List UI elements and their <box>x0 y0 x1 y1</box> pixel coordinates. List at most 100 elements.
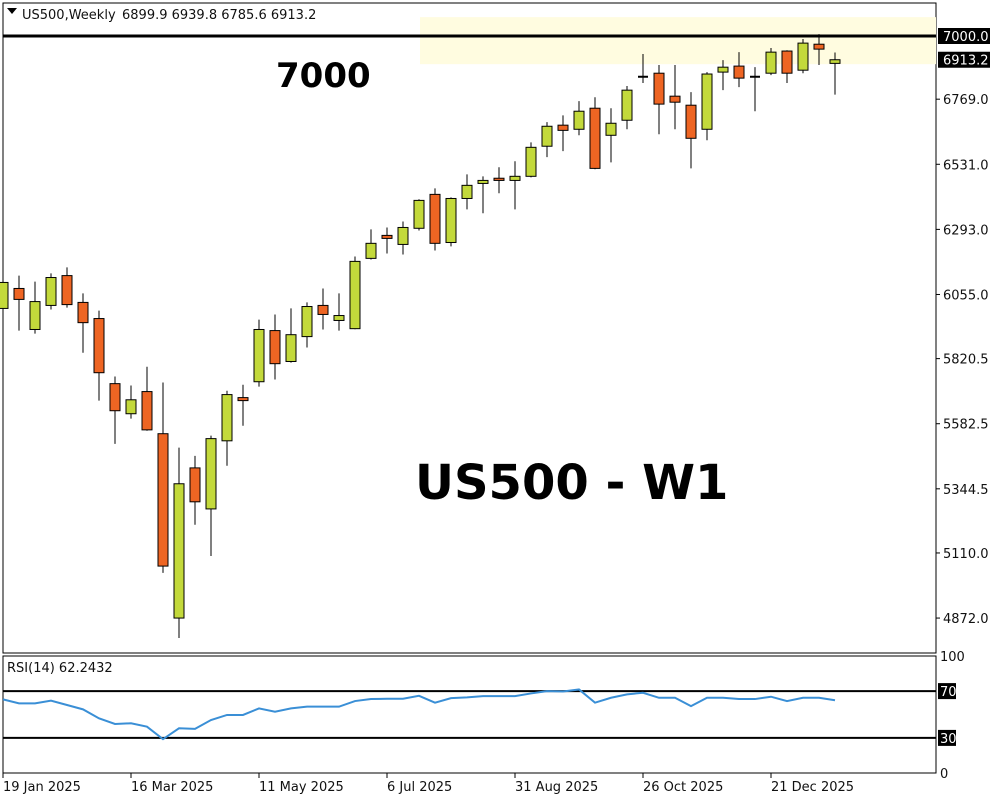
price-tick-label: 6055.0 <box>943 288 989 303</box>
candle-body-bear <box>733 65 745 79</box>
candle <box>29 281 41 334</box>
candle-body-bull <box>29 301 41 330</box>
candle-body-bull <box>45 277 57 306</box>
chart-header-ohlc: 6899.9 6939.8 6785.6 6913.2 <box>122 8 316 23</box>
candle-body-bull <box>621 89 633 121</box>
candle-body-bull <box>349 260 361 330</box>
price-tick-label: 6531.0 <box>943 158 989 173</box>
candle-body-bear <box>493 177 505 181</box>
candle-body-bull <box>205 438 217 510</box>
annotation-title: US500 - W1 <box>415 455 728 511</box>
candle <box>13 275 25 331</box>
candle <box>397 221 409 255</box>
resistance-zone <box>420 17 936 65</box>
candle <box>573 101 585 136</box>
candle <box>477 176 489 214</box>
candle <box>750 67 760 112</box>
date-tick-label: 21 Dec 2025 <box>771 780 854 795</box>
candle <box>621 86 633 130</box>
candle <box>253 319 265 387</box>
annotation-7000: 7000 <box>276 56 371 96</box>
candle-body-bull <box>0 281 9 309</box>
candle <box>413 199 425 231</box>
candle-body-bull <box>765 51 777 74</box>
candle-body-bear <box>317 304 329 315</box>
main-panel[interactable] <box>2 2 937 654</box>
candle-body-bear <box>109 383 121 412</box>
candle-body-bull <box>829 59 841 64</box>
price-tick-label: 5344.5 <box>943 483 989 498</box>
candle <box>141 366 153 431</box>
candle <box>221 390 233 466</box>
candle-body-bull <box>525 146 537 177</box>
candle <box>509 161 521 210</box>
candle <box>285 308 297 363</box>
candle-body-bear <box>61 275 73 306</box>
candle <box>269 314 281 380</box>
candle <box>733 52 745 88</box>
candle <box>653 64 665 135</box>
candle-body-bear <box>781 50 793 74</box>
rsi-panel[interactable] <box>2 655 937 774</box>
candle-body-bear <box>141 391 153 431</box>
candle-body-bull <box>173 483 185 619</box>
candle-body-bull <box>125 399 137 415</box>
rsi-line <box>2 688 836 741</box>
candle-body-bear <box>685 104 697 139</box>
price-label-box <box>938 51 990 68</box>
candle <box>525 142 537 178</box>
dropdown-triangle-icon[interactable] <box>7 8 17 14</box>
candle <box>813 34 825 65</box>
candle <box>797 39 809 74</box>
candle <box>638 54 648 84</box>
candle-body-bull <box>605 122 617 136</box>
candle <box>301 302 313 348</box>
candle-body-bear <box>429 193 441 244</box>
candle-body-bull <box>301 306 313 338</box>
candle <box>589 97 601 170</box>
candle-body-bull <box>509 175 521 181</box>
candle <box>317 288 329 330</box>
candle-body-bear <box>589 107 601 169</box>
candle <box>349 256 361 330</box>
candle-body-bull <box>397 226 409 245</box>
rsi-tick-label: 0 <box>940 767 948 782</box>
price-tick-label: 6293.0 <box>943 223 989 238</box>
chart-header-symbol: US500,Weekly <box>22 8 116 23</box>
candle <box>669 64 681 130</box>
candle-body-bear <box>813 43 825 50</box>
candle <box>157 382 169 573</box>
price-tick-label: 4872.0 <box>943 612 989 627</box>
date-tick-label: 11 May 2025 <box>259 780 344 795</box>
candle <box>125 385 137 419</box>
candle <box>781 50 793 84</box>
price-axis: 6769.0 6531.0 6293.0 6055.0 5820.5 5582.5 5344… <box>936 28 990 627</box>
candle <box>381 227 393 254</box>
candle <box>429 188 441 251</box>
candle <box>365 229 377 260</box>
candle-body-bull <box>445 197 457 244</box>
candle-body-bull <box>461 184 473 199</box>
rsi-axis: 100 70 30 0 <box>938 650 965 782</box>
candle-body-bull <box>573 110 585 130</box>
candle <box>829 52 841 95</box>
candle-body-bear <box>93 318 105 374</box>
candle-body-bull <box>285 334 297 362</box>
candle <box>701 72 713 141</box>
price-tick-label: 5110.0 <box>943 547 989 562</box>
candle <box>77 293 89 353</box>
candle-body-bull <box>541 125 553 147</box>
candle <box>109 376 121 444</box>
candle-body-bear <box>557 124 569 131</box>
candle-body-bear <box>669 95 681 103</box>
rsi-tick-label: 70 <box>940 685 957 700</box>
price-tick-label: 5582.5 <box>943 418 989 433</box>
price-tick-label: 6769.0 <box>943 93 989 108</box>
rsi-label-box <box>938 729 956 746</box>
candle <box>605 108 617 163</box>
candle <box>0 272 9 321</box>
date-tick-label: 6 Jul 2025 <box>387 780 452 795</box>
rsi-label-box <box>938 683 956 700</box>
candle-body-bear <box>653 72 665 105</box>
